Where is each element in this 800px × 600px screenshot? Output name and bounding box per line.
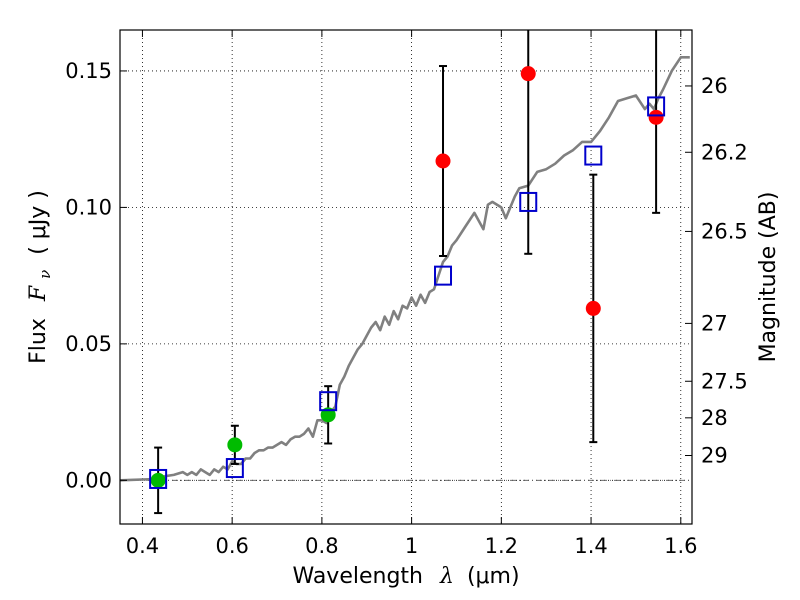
model-photometry-box-5 bbox=[584, 145, 603, 166]
plot-frame bbox=[119, 29, 693, 525]
mag-tick-label-6: 29 bbox=[701, 443, 728, 467]
mag-tick-label-3: 27 bbox=[701, 311, 728, 335]
mag-tick-label-5: 28 bbox=[701, 406, 728, 430]
y-tick-label-1: 0.05 bbox=[65, 332, 112, 356]
x-tick-label-5: 1.4 bbox=[574, 534, 607, 558]
x-axis-label-prefix: Wavelength bbox=[292, 564, 423, 589]
detection-point-0 bbox=[150, 472, 166, 488]
low-significance-point-0 bbox=[435, 153, 451, 169]
model-photometry-box-3 bbox=[434, 265, 453, 286]
x-axis-label-unit: (μm) bbox=[467, 564, 520, 589]
y-axis-label-symbol: F bbox=[26, 285, 51, 302]
low-significance-point-1 bbox=[520, 66, 536, 82]
data-marks bbox=[149, 30, 666, 515]
y-axis-label-subscript: ν bbox=[36, 270, 54, 279]
x-axis-label: Wavelength λ (μm) bbox=[292, 564, 519, 589]
mag-tick-label-4: 27.5 bbox=[701, 369, 748, 393]
x-tick-label-4: 1.2 bbox=[485, 534, 518, 558]
mag-tick-label-1: 26.2 bbox=[701, 140, 748, 164]
y-axis-label: Flux F ν ( μJy ) bbox=[26, 190, 56, 364]
model-photometry-box-0 bbox=[149, 468, 168, 489]
detection-point-1 bbox=[227, 437, 243, 453]
y-tick-label-0: 0.00 bbox=[65, 468, 112, 492]
y2-axis-label: Magnitude (AB) bbox=[756, 192, 781, 363]
model-photometry-box-1 bbox=[225, 458, 244, 479]
y-axis-label-prefix: Flux bbox=[26, 318, 51, 364]
grid bbox=[120, 30, 692, 524]
x-tick-label-3: 1 bbox=[405, 534, 418, 558]
mag-tick-label-0: 26 bbox=[701, 74, 728, 98]
low-significance-point-3 bbox=[648, 109, 664, 125]
y-tick-label-2: 0.10 bbox=[65, 195, 112, 219]
low-significance-point-2 bbox=[585, 300, 601, 316]
y-axis-label-unit: ( μJy ) bbox=[26, 190, 51, 255]
x-tick-label-2: 0.8 bbox=[305, 534, 338, 558]
x-tick-label-0: 0.4 bbox=[126, 534, 159, 558]
y-tick-label-3: 0.15 bbox=[65, 59, 112, 83]
model-photometry-box-4 bbox=[519, 191, 538, 212]
mag-tick-label-2: 26.5 bbox=[701, 219, 748, 243]
x-axis-label-symbol: λ bbox=[439, 564, 454, 589]
model-photometry-box-6 bbox=[647, 96, 666, 117]
x-tick-label-1: 0.6 bbox=[215, 534, 248, 558]
x-tick-label-6: 1.6 bbox=[664, 534, 697, 558]
model-photometry-box-2 bbox=[319, 391, 338, 412]
ticks: 0.4 0.6 0.8 1 1.2 1.4 1.6 0.00 0.05 0.10 0.15 26 26.… bbox=[65, 30, 748, 558]
